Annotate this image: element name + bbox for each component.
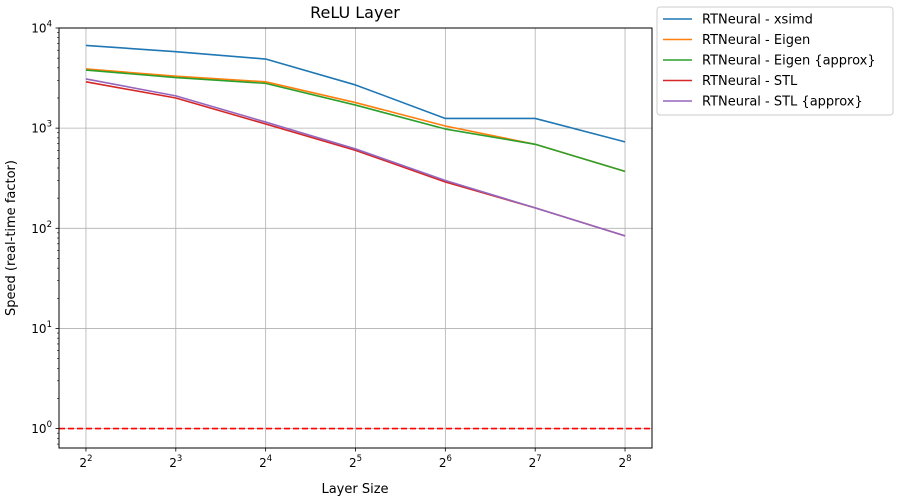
- x-tick-label: 26: [439, 454, 452, 470]
- y-tick-base: 10: [31, 222, 46, 236]
- y-tick-base: 10: [31, 322, 46, 336]
- x-tick-label: 27: [529, 454, 542, 470]
- x-tick-exponent: 5: [357, 454, 362, 464]
- y-tick-exponent: 2: [47, 220, 52, 230]
- y-tick-label: 100: [31, 420, 52, 436]
- series-lines: [85, 44, 626, 237]
- y-tick-label: 101: [31, 320, 52, 336]
- series-line: [85, 44, 626, 143]
- legend-label: RTNeural - Eigen {approx}: [702, 54, 876, 69]
- legend: RTNeural - xsimd RTNeural - Eigen RTNeural…: [656, 6, 894, 116]
- y-tick-exponent: 0: [47, 420, 52, 430]
- legend-box: [656, 6, 894, 116]
- series-line: [85, 69, 626, 173]
- x-tick-base: 2: [79, 456, 87, 470]
- y-tick-base: 10: [31, 122, 46, 136]
- y-tick-label: 103: [31, 120, 52, 136]
- x-tick-label: 24: [259, 454, 272, 470]
- x-tick-label: 23: [169, 454, 182, 470]
- legend-label: RTNeural - Eigen: [702, 33, 810, 48]
- y-tick-label: 104: [31, 20, 52, 36]
- x-tick-exponent: 3: [177, 454, 182, 464]
- x-tick-label: 22: [79, 454, 92, 470]
- legend-label: RTNeural - STL {approx}: [702, 95, 863, 110]
- x-axis-ticks: 22 23 24 25 26 27 28: [79, 448, 632, 470]
- y-tick-exponent: 1: [47, 320, 52, 330]
- y-tick-label: 102: [31, 220, 52, 236]
- x-tick-base: 2: [439, 456, 447, 470]
- y-tick-exponent: 4: [47, 20, 52, 30]
- legend-label: RTNeural - STL: [702, 74, 798, 89]
- x-tick-exponent: 4: [267, 454, 272, 464]
- y-tick-exponent: 3: [47, 120, 52, 130]
- x-tick-base: 2: [529, 456, 537, 470]
- legend-label: RTNeural - xsimd: [702, 13, 813, 28]
- x-tick-base: 2: [349, 456, 357, 470]
- x-tick-exponent: 6: [446, 454, 451, 464]
- x-tick-exponent: 8: [626, 454, 631, 464]
- x-tick-label: 28: [619, 454, 632, 470]
- x-tick-base: 2: [169, 456, 177, 470]
- y-tick-base: 10: [31, 422, 46, 436]
- x-tick-exponent: 2: [87, 454, 92, 464]
- x-tick-label: 25: [349, 454, 362, 470]
- y-axis-label: Speed (real-time factor): [4, 160, 19, 316]
- chart-title: ReLU Layer: [310, 3, 400, 22]
- y-tick-base: 10: [31, 22, 46, 36]
- x-tick-exponent: 7: [536, 454, 541, 464]
- x-tick-base: 2: [619, 456, 627, 470]
- x-axis-label: Layer Size: [321, 482, 388, 497]
- series-line: [85, 78, 626, 237]
- x-tick-base: 2: [259, 456, 267, 470]
